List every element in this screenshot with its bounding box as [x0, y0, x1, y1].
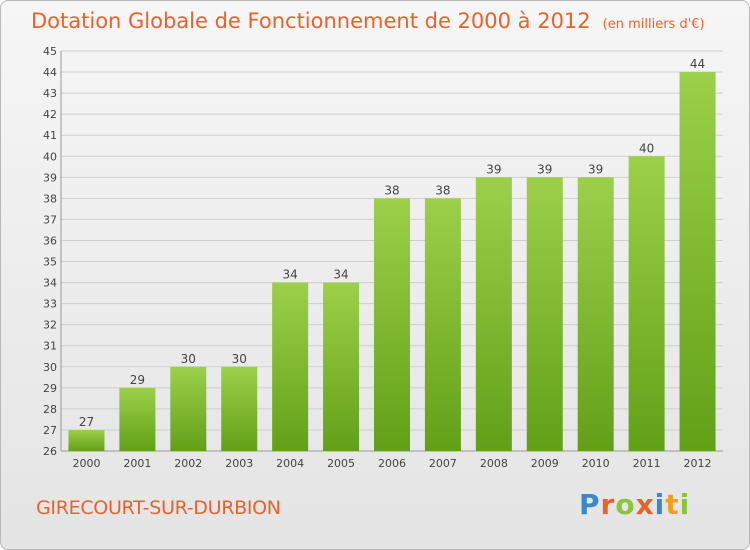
y-tick-label: 45 — [43, 45, 57, 58]
bar-value-label: 34 — [283, 268, 298, 282]
y-tick-label: 32 — [43, 319, 57, 332]
y-tick-label: 35 — [43, 256, 57, 269]
y-tick-label: 34 — [43, 277, 57, 290]
x-tick-label: 2008 — [480, 457, 508, 470]
y-tick-label: 41 — [43, 129, 57, 142]
x-tick-label: 2001 — [123, 457, 151, 470]
x-tick-label: 2007 — [429, 457, 457, 470]
y-tick-label: 44 — [43, 66, 57, 79]
proxiti-logo: Proxiti — [579, 488, 690, 521]
y-tick-label: 40 — [43, 150, 57, 163]
bar-value-label: 44 — [690, 57, 705, 71]
x-axis-ticks: 2000 2001 2002 2003 2004 2005 2006 2007 2008 2009… — [72, 457, 711, 470]
chart-title: Dotation Globale de Fonctionnement de 20… — [31, 9, 705, 33]
y-tick-label: 37 — [43, 213, 57, 226]
x-tick-label: 2011 — [633, 457, 661, 470]
logo-letter: t — [665, 488, 680, 521]
bar-value-label: 30 — [232, 352, 247, 366]
bar — [374, 198, 410, 451]
bar-value-label: 39 — [588, 162, 603, 176]
y-tick-label: 43 — [43, 87, 57, 100]
x-tick-label: 2003 — [225, 457, 253, 470]
y-tick-label: 31 — [43, 340, 57, 353]
y-axis-ticks: 26 27 28 29 30 31 32 33 34 35 36 37 38 39 40 41 42 43 44 45 — [43, 45, 57, 458]
x-tick-label: 2004 — [276, 457, 304, 470]
bar — [68, 429, 105, 451]
bar-value-label: 30 — [181, 352, 196, 366]
y-tick-label: 36 — [43, 234, 57, 247]
y-tick-label: 26 — [43, 445, 57, 458]
x-tick-label: 2002 — [174, 457, 202, 470]
x-tick-label: 2010 — [582, 457, 610, 470]
bar — [221, 366, 258, 451]
y-tick-label: 29 — [43, 382, 57, 395]
bar — [119, 387, 156, 451]
y-tick-label: 28 — [43, 403, 57, 416]
y-tick-label: 38 — [43, 192, 57, 205]
bars: 27 29 30 30 34 34 38 38 39 39 39 40 44 — [68, 57, 716, 451]
y-tick-label: 39 — [43, 171, 57, 184]
commune-name: GIRECOURT-SUR-DURBION — [36, 497, 281, 519]
y-tick-label: 27 — [43, 424, 57, 437]
x-tick-label: 2012 — [684, 457, 712, 470]
bar-value-label: 39 — [537, 162, 552, 176]
bar-value-label: 29 — [130, 373, 145, 387]
chart-title-text: Dotation Globale de Fonctionnement de 20… — [31, 9, 591, 33]
bar — [475, 177, 512, 451]
bar-value-label: 40 — [639, 141, 654, 155]
bar-value-label: 39 — [486, 162, 501, 176]
bar — [323, 282, 360, 451]
y-tick-label: 30 — [43, 361, 57, 374]
x-tick-label: 2009 — [531, 457, 559, 470]
x-tick-label: 2005 — [327, 457, 355, 470]
bar — [628, 156, 665, 451]
bar — [577, 177, 614, 451]
logo-letter: o — [615, 488, 636, 521]
bar — [170, 366, 207, 451]
bar — [679, 72, 716, 451]
x-tick-label: 2006 — [378, 457, 406, 470]
chart-unit: (en milliers d'€) — [602, 17, 705, 32]
bar — [424, 198, 461, 451]
logo-letter: i — [654, 488, 666, 521]
x-tick-label: 2000 — [72, 457, 100, 470]
bar-value-label: 38 — [435, 183, 450, 197]
logo-letter: P — [579, 488, 601, 521]
y-tick-label: 42 — [43, 108, 57, 121]
bar — [272, 282, 309, 451]
bar-value-label: 38 — [384, 183, 399, 197]
logo-letter: r — [600, 488, 616, 521]
bar-value-label: 27 — [79, 415, 94, 429]
bar — [526, 177, 563, 451]
bar-value-label: 34 — [333, 268, 348, 282]
y-tick-label: 33 — [43, 298, 57, 311]
logo-letter: x — [635, 488, 655, 521]
logo-letter: i — [679, 488, 691, 521]
